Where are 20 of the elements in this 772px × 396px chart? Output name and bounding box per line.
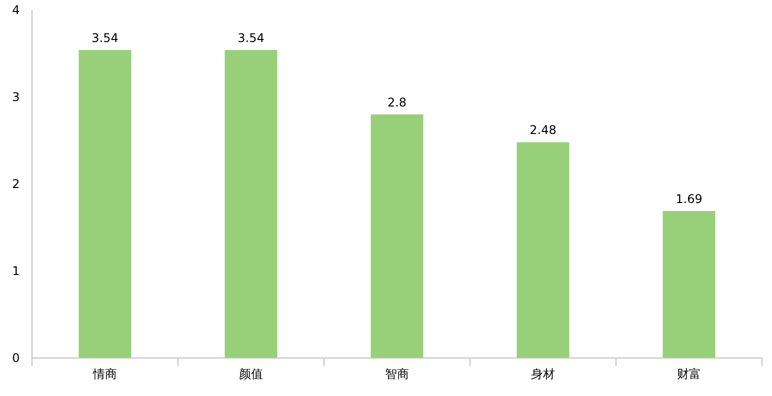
x-tick-label: 情商 (92, 367, 117, 381)
x-tick-label: 颜值 (239, 367, 263, 381)
bar (662, 210, 716, 358)
data-label: 3.54 (238, 31, 264, 46)
data-label: 2.8 (387, 95, 407, 110)
data-label: 1.69 (676, 192, 702, 206)
x-tick-label: 智商 (385, 367, 409, 381)
bar (516, 142, 570, 358)
data-label: 3.54 (92, 31, 118, 46)
bar (370, 114, 424, 358)
y-tick-label: 3 (12, 90, 20, 104)
y-tick-label: 4 (12, 3, 20, 18)
y-tick-label: 1 (12, 264, 20, 278)
y-tick-label: 2 (12, 177, 20, 192)
bar (78, 50, 132, 358)
bar (224, 50, 278, 358)
x-tick-label: 身材 (531, 367, 555, 381)
data-label: 2.48 (530, 123, 556, 138)
y-tick-label: 0 (12, 351, 20, 366)
x-tick-label: 财富 (677, 367, 701, 381)
